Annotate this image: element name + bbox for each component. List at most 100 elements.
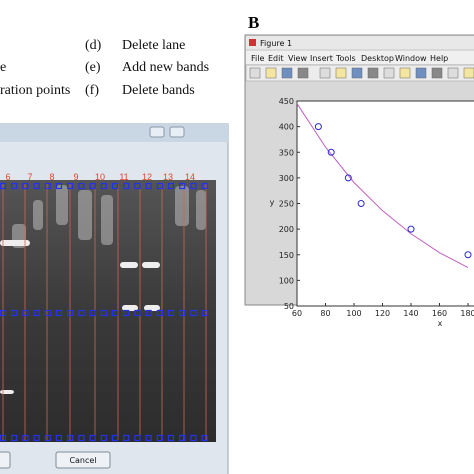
band-point[interactable] (11, 182, 18, 190)
band-point[interactable] (156, 182, 163, 190)
tool-icon[interactable] (319, 67, 331, 79)
band-point[interactable] (11, 434, 18, 442)
band-point[interactable] (67, 434, 74, 442)
band (144, 305, 160, 311)
band-point[interactable] (89, 182, 96, 190)
band-point[interactable] (11, 309, 18, 317)
band-point[interactable] (145, 434, 152, 442)
maximize-button[interactable] (169, 126, 185, 138)
band-point[interactable] (33, 309, 40, 317)
window-title: Figure 1 (260, 39, 292, 48)
band-point[interactable] (33, 434, 40, 442)
data-point (464, 251, 472, 259)
band-point[interactable] (179, 434, 186, 442)
band-point[interactable] (111, 309, 119, 317)
band-point[interactable] (167, 309, 175, 317)
band-point[interactable] (201, 309, 208, 317)
band-point[interactable] (156, 434, 163, 442)
band-point[interactable] (190, 309, 197, 317)
tool-icon[interactable] (281, 67, 293, 79)
menu-item[interactable]: View (288, 54, 307, 63)
band-point[interactable] (78, 309, 85, 317)
band-point[interactable] (55, 309, 63, 317)
x-tick-label: 120 (375, 309, 390, 318)
band (122, 305, 138, 311)
band-point[interactable] (111, 182, 119, 190)
band-point[interactable] (44, 434, 51, 442)
tool-icon[interactable] (249, 67, 261, 79)
band-point[interactable] (190, 182, 197, 190)
band-point[interactable] (111, 434, 119, 442)
band-point[interactable] (0, 434, 7, 442)
plot: 50 100 150 200 250 300 350 400 450 60 80 100 120 140 1… (270, 97, 474, 328)
tool-icon[interactable] (265, 67, 277, 79)
band-point[interactable] (179, 309, 186, 317)
tool-icon[interactable] (335, 67, 347, 79)
cancel-button[interactable] (55, 451, 111, 469)
axes (296, 100, 474, 307)
band-point[interactable] (179, 182, 186, 190)
band-point[interactable] (123, 434, 130, 442)
band-point[interactable] (78, 182, 85, 190)
band-point[interactable] (33, 182, 40, 190)
band-point[interactable] (100, 182, 107, 190)
tool-icon[interactable] (415, 67, 427, 79)
band-point[interactable] (134, 182, 141, 190)
y-tick-label: 250 (279, 200, 294, 209)
band-point[interactable] (67, 182, 74, 190)
panel-label: B (248, 13, 259, 32)
tool-icon[interactable] (431, 67, 443, 79)
band-point[interactable] (134, 309, 141, 317)
band-point[interactable] (22, 309, 29, 317)
band-point[interactable] (190, 434, 197, 442)
menu-item[interactable]: Insert (310, 54, 333, 63)
smear (196, 190, 206, 230)
menu-item[interactable]: Help (430, 54, 448, 63)
band-point[interactable] (145, 309, 152, 317)
minimize-button[interactable] (149, 126, 165, 138)
menu-item[interactable]: File (251, 54, 264, 63)
band-point[interactable] (201, 434, 208, 442)
band (142, 262, 160, 268)
menu-item[interactable]: Tools (335, 54, 356, 63)
y-tick-label: 200 (279, 225, 294, 234)
band-point[interactable] (100, 309, 107, 317)
x-tick-label: 140 (403, 309, 418, 318)
band-point[interactable] (55, 182, 63, 190)
band-point[interactable] (134, 434, 141, 442)
lane-number: 9 (73, 172, 78, 182)
band-point[interactable] (167, 434, 175, 442)
tool-icon[interactable] (351, 67, 363, 79)
menu-item[interactable]: Edit (268, 54, 284, 63)
x-tick-label: 80 (320, 309, 330, 318)
band-point[interactable] (44, 309, 51, 317)
band-point[interactable] (55, 434, 63, 442)
band-point[interactable] (78, 434, 85, 442)
band-point[interactable] (89, 309, 96, 317)
band-point[interactable] (44, 182, 51, 190)
tool-icon[interactable] (297, 67, 309, 79)
legend-key: (e) (85, 60, 101, 75)
tool-icon[interactable] (383, 67, 395, 79)
band-point[interactable] (123, 182, 130, 190)
tool-icon[interactable] (463, 67, 474, 79)
band-point[interactable] (22, 182, 29, 190)
band-point[interactable] (145, 182, 152, 190)
band-point[interactable] (67, 309, 74, 317)
ok-button[interactable] (0, 451, 11, 469)
band-point[interactable] (167, 182, 175, 190)
band-point[interactable] (22, 434, 29, 442)
legend-text: Add new bands (122, 60, 209, 75)
tool-icon[interactable] (399, 67, 411, 79)
band-point[interactable] (156, 309, 163, 317)
tool-icon[interactable] (447, 67, 459, 79)
band-point[interactable] (0, 309, 7, 317)
menu-item[interactable]: Window (395, 54, 427, 63)
band-point[interactable] (123, 309, 130, 317)
band-point[interactable] (89, 434, 96, 442)
tool-icon[interactable] (367, 67, 379, 79)
band-point[interactable] (0, 182, 7, 190)
band-point[interactable] (100, 434, 107, 442)
menu-item[interactable]: Desktop (361, 54, 394, 63)
band-point[interactable] (201, 182, 208, 190)
